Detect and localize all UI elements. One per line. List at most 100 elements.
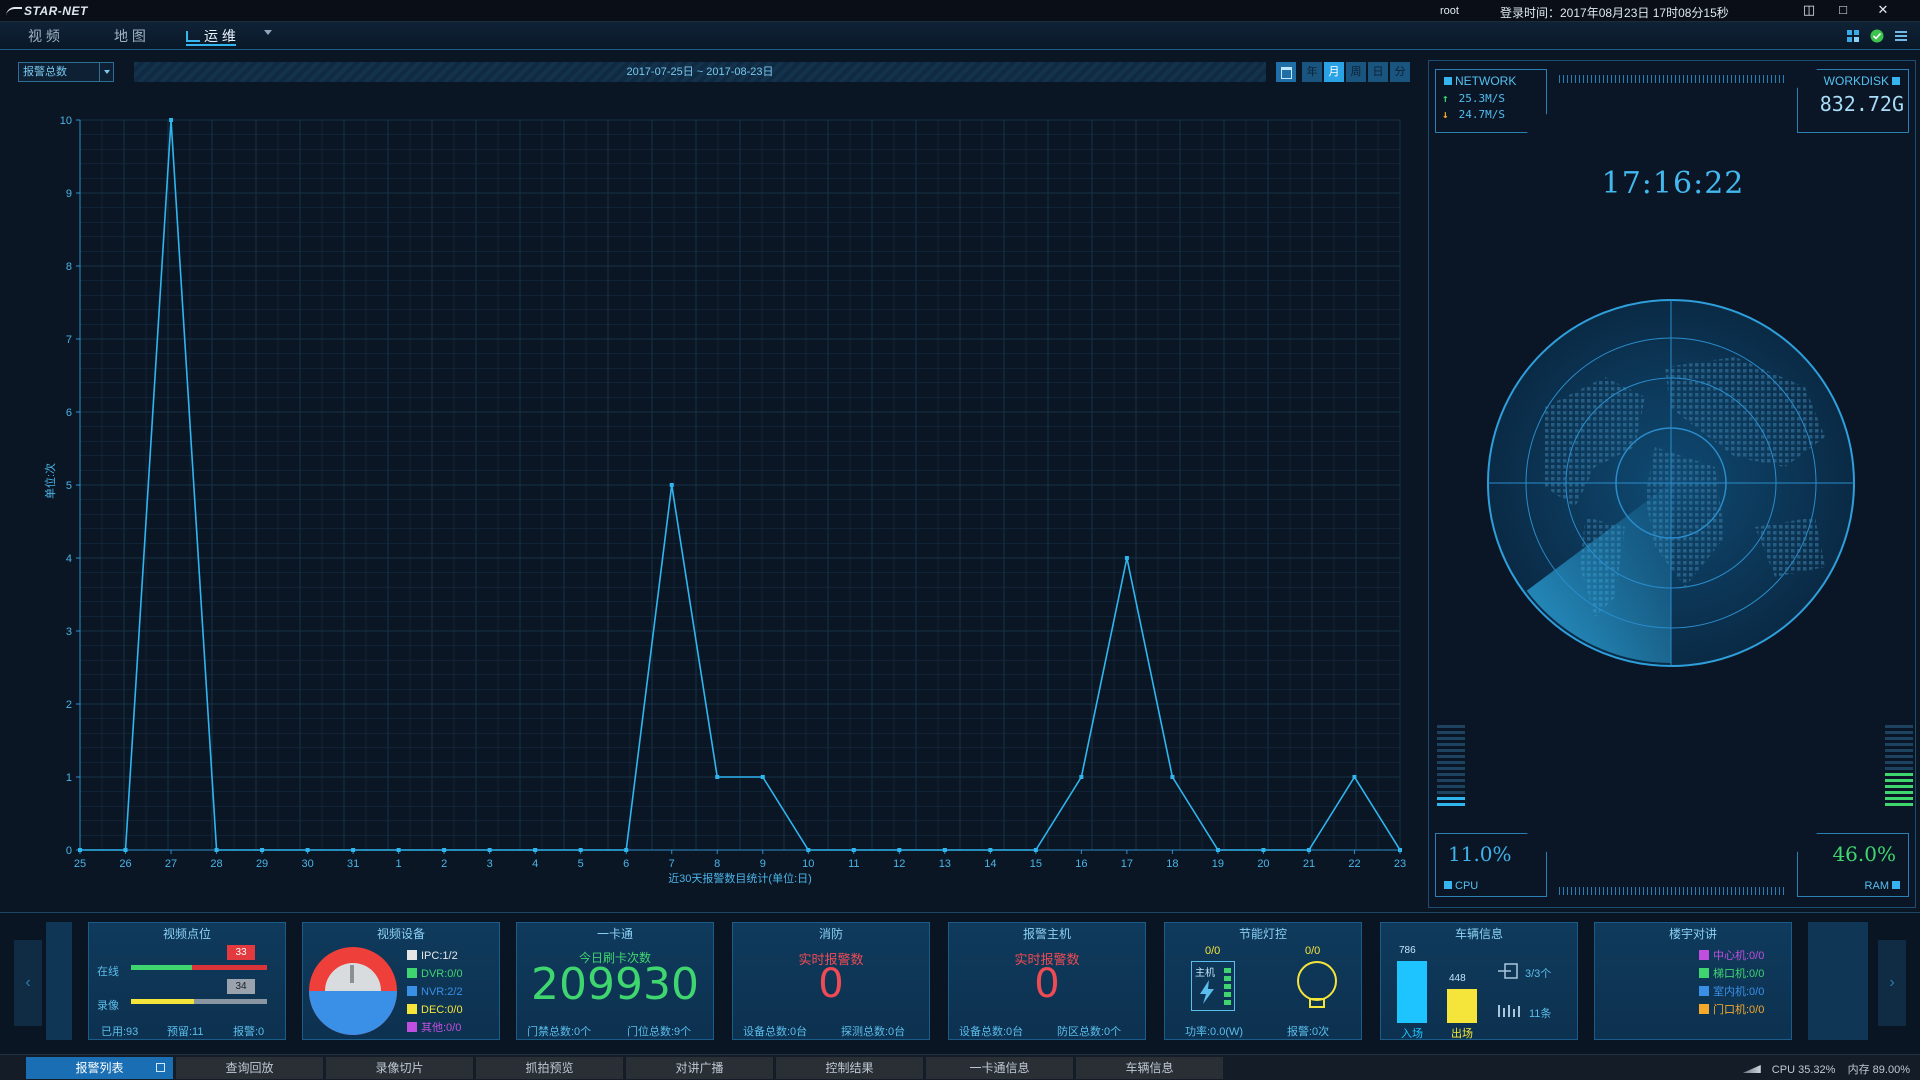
calendar-button[interactable] — [1276, 62, 1296, 82]
vehicle-card[interactable]: 车辆信息 786 448 入场 出场 3/3个 11条 — [1380, 922, 1578, 1040]
popout-icon[interactable] — [156, 1063, 165, 1072]
card-title: 报警主机 — [1022, 927, 1071, 941]
system-status: CPU 35.32% 内存 89.00% — [1742, 1061, 1910, 1077]
cpu-box: 11.0% CPU — [1435, 833, 1547, 897]
level-segment — [1437, 773, 1465, 776]
legend-item: 其他:0/0 — [407, 1019, 463, 1037]
video-devices-card[interactable]: 视频设备 IPC:1/2 DVR:0/0 NVR:2/2 DEC:0/0 其他:0/0 — [302, 922, 500, 1040]
online-bar-fill — [131, 965, 193, 970]
y-tick-label: 0 — [66, 845, 72, 857]
layout-icon[interactable] — [1846, 29, 1860, 43]
level-segment — [1885, 749, 1913, 752]
x-tick-label: 16 — [1075, 858, 1087, 870]
tab-5[interactable]: 控制结果 — [776, 1057, 924, 1079]
video-points-card[interactable]: 视频点位 在线 录像 33 34 已用:93 预留:11 报警:0 — [88, 922, 286, 1040]
x-tick-label: 20 — [1257, 858, 1269, 870]
tab-2[interactable]: 录像切片 — [326, 1057, 474, 1079]
x-tick-label: 21 — [1303, 858, 1315, 870]
swipe-count: 209930 — [531, 959, 699, 1010]
tab-video[interactable]: 视 频 — [28, 28, 60, 44]
device-legend: IPC:1/2 DVR:0/0 NVR:2/2 DEC:0/0 其他:0/0 — [407, 947, 463, 1037]
scroll-left-button[interactable]: ‹ — [14, 940, 42, 1026]
scroll-right-button[interactable]: › — [1878, 940, 1906, 1026]
alarm-host-card[interactable]: 报警主机 实时报警数 0 设备总数:0台 防区总数:0个 — [948, 922, 1146, 1040]
level-segment — [1437, 785, 1465, 788]
y-tick-label: 1 — [66, 772, 72, 784]
period-day[interactable]: 日 — [1368, 62, 1388, 82]
level-segment — [1885, 743, 1913, 746]
data-point — [1352, 775, 1357, 779]
data-point — [351, 848, 356, 852]
fire-card[interactable]: 消防 实时报警数 0 设备总数:0台 探测总数:0台 — [732, 922, 930, 1040]
data-point — [897, 848, 902, 852]
legend-swatch — [407, 950, 417, 960]
legend-swatch — [1699, 986, 1709, 996]
legend-item: 室内机:0/0 — [1699, 983, 1764, 1001]
card-title: 视频点位 — [162, 927, 211, 941]
vehicle-out-value: 448 — [1449, 973, 1466, 984]
period-week[interactable]: 周 — [1346, 62, 1366, 82]
reserved-count: 预留:11 — [167, 1026, 204, 1038]
alarm-type-select[interactable]: 报警总数 — [18, 62, 114, 82]
tab-6[interactable]: 一卡通信息 — [926, 1057, 1074, 1079]
current-user: root — [1440, 5, 1459, 17]
vehicle-in-value: 786 — [1399, 945, 1416, 956]
legend-swatch — [407, 1022, 417, 1032]
legend-swatch — [1699, 1004, 1709, 1014]
x-tick-label: 17 — [1121, 858, 1133, 870]
fire-detector-total: 探测总数:0台 — [841, 1026, 906, 1038]
y-tick-label: 7 — [66, 334, 72, 346]
period-year[interactable]: 年 — [1302, 62, 1322, 82]
entry-record-icon — [1498, 1005, 1520, 1017]
x-tick-label: 2 — [441, 858, 447, 870]
legend-item: IPC:1/2 — [407, 947, 463, 965]
data-point — [1124, 556, 1129, 560]
alarm-count: 报警:0 — [233, 1026, 265, 1038]
tab-map[interactable]: 地 图 — [114, 28, 146, 44]
one-card-card[interactable]: 一卡通 今日刷卡次数 209930 门禁总数:0个 门位总数:9个 — [516, 922, 714, 1040]
network-up: ↑ 25.3M/S — [1442, 92, 1505, 105]
host-label: 主机 — [1195, 968, 1215, 979]
bottom-taskbar: 报警列表 查询回放 录像切片 抓拍预览 对讲广播 控制结果 一卡通信息 车辆信息 CPU 35… — [0, 1054, 1920, 1080]
data-point — [78, 848, 82, 852]
data-point — [305, 848, 310, 852]
radar-map-graphic — [1487, 299, 1855, 667]
legend-item: DEC:0/0 — [407, 1001, 463, 1019]
energy-lighting-card[interactable]: 节能灯控 0/0 0/0 主机 功率:0.0(W) 报警:0次 — [1164, 922, 1362, 1040]
intercom-card[interactable]: 楼宇对讲 中心机:0/0 梯口机:0/0 室内机:0/0 门口机:0/0 — [1594, 922, 1792, 1040]
data-point — [1306, 848, 1311, 852]
energy-alarm: 报警:0次 — [1287, 1026, 1330, 1038]
signal-icon — [1742, 1065, 1761, 1073]
tab-7[interactable]: 车辆信息 — [1076, 1057, 1224, 1079]
tab-4[interactable]: 对讲广播 — [626, 1057, 774, 1079]
menu-icon[interactable] — [1894, 29, 1908, 43]
data-point — [123, 848, 128, 852]
period-month[interactable]: 月 — [1324, 62, 1344, 82]
data-point — [260, 848, 265, 852]
tab-0[interactable]: 报警列表 — [26, 1057, 174, 1079]
close-icon[interactable]: ✕ — [1877, 2, 1889, 17]
legend-label: NVR:2/2 — [421, 986, 463, 998]
restore-icon[interactable]: ◫ — [1802, 2, 1816, 17]
used-count: 已用:93 — [101, 1026, 139, 1038]
status-ok-icon[interactable] — [1870, 29, 1884, 43]
network-down: ↓ 24.7M/S — [1442, 108, 1505, 121]
legend-swatch — [407, 968, 417, 978]
ram-level-bars — [1885, 725, 1913, 809]
maximize-icon[interactable]: □ — [1839, 2, 1847, 17]
tab-1[interactable]: 查询回放 — [176, 1057, 324, 1079]
x-tick-label: 27 — [165, 858, 177, 870]
card-title: 楼宇对讲 — [1668, 927, 1717, 941]
level-segment — [1437, 755, 1465, 758]
title-bar: STAR-NET root 登录时间：2017年08月23日 17时08分15秒… — [0, 0, 1920, 22]
chevron-down-icon[interactable] — [264, 30, 272, 35]
period-minute[interactable]: 分 — [1390, 62, 1410, 82]
fire-alarm-count: 0 — [818, 961, 844, 1007]
host-alarm-count: 0 — [1034, 961, 1060, 1007]
app-logo: STAR-NET — [6, 4, 88, 18]
data-point — [760, 775, 765, 779]
tab-3[interactable]: 抓拍预览 — [476, 1057, 624, 1079]
tab-operations[interactable]: 运 维 — [186, 26, 236, 46]
x-tick-label: 15 — [1030, 858, 1042, 870]
login-time: 登录时间：2017年08月23日 17时08分15秒 — [1500, 6, 1729, 20]
